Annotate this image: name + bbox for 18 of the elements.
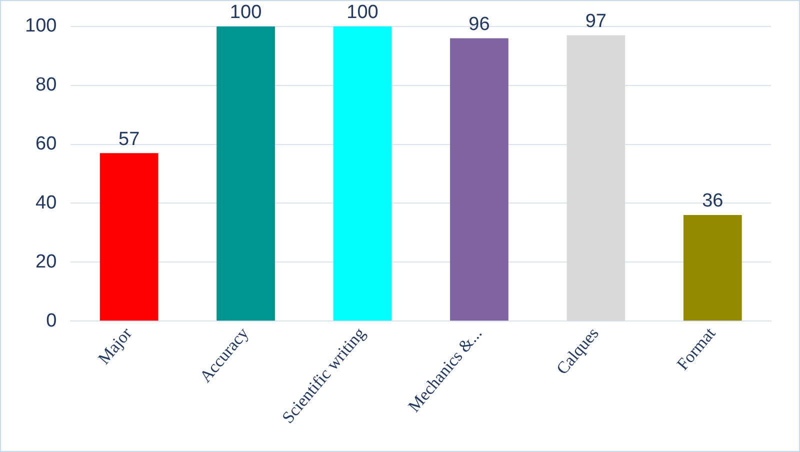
data-label: 57 [118, 128, 140, 150]
data-label: 96 [468, 14, 490, 35]
y-tick-label: 20 [36, 251, 57, 272]
data-label: 36 [702, 190, 724, 212]
data-label: 100 [230, 2, 262, 24]
bar [216, 26, 275, 321]
data-label: 100 [346, 2, 378, 24]
y-tick-label: 0 [46, 310, 57, 332]
bar [333, 26, 392, 321]
y-tick-label: 40 [36, 192, 57, 214]
y-tick-label: 80 [36, 74, 57, 96]
bar [683, 215, 742, 321]
bar [566, 35, 626, 321]
data-label: 97 [585, 10, 606, 32]
bar [100, 153, 158, 321]
bar [450, 38, 508, 321]
y-tick-label: 100 [25, 16, 57, 37]
y-tick-label: 60 [36, 134, 57, 155]
